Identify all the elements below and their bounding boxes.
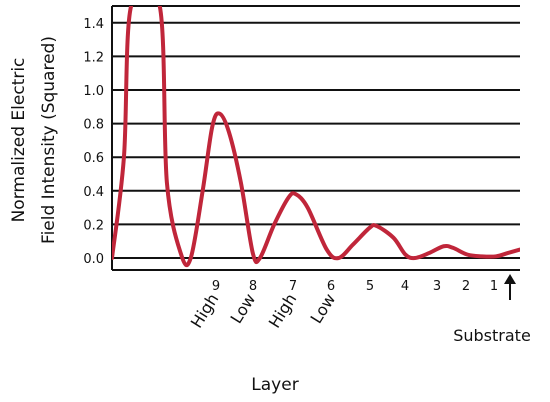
y-tick-label: 0.8 — [83, 118, 104, 133]
y-axis-title-line-2: Field Intensity (Squared) — [39, 36, 59, 244]
y-tick-label: 0.2 — [83, 218, 104, 233]
layer-material-label: Low — [307, 290, 340, 327]
series-line — [112, 6, 520, 268]
layer-number-label: 9 — [212, 279, 220, 294]
layer-material-label: Low — [227, 290, 260, 327]
y-tick-label: 1.0 — [83, 84, 104, 99]
layer-number-label: 1 — [490, 279, 498, 294]
layer-material-labels: High Low High Low — [187, 290, 340, 331]
substrate-label: Substrate — [453, 326, 531, 345]
y-axis-title-line-1: Normalized Electric — [9, 58, 29, 223]
y-tick-labels: 0.0 0.2 0.4 0.6 0.8 1.0 1.2 1.4 — [83, 17, 104, 267]
layer-number-label: 2 — [462, 279, 470, 294]
layer-material-label: High — [187, 290, 223, 331]
y-tick-label: 0.0 — [83, 252, 104, 267]
layer-number-label: 5 — [366, 279, 374, 294]
layer-number-labels: 9 8 7 6 5 4 3 2 1 — [212, 279, 498, 294]
layer-number-label: 6 — [327, 279, 335, 294]
grid-lines — [112, 5, 520, 271]
layer-number-label: 7 — [289, 279, 297, 294]
layer-number-label: 8 — [249, 279, 257, 294]
layer-number-label: 4 — [401, 279, 409, 294]
x-axis-title: Layer — [251, 375, 298, 395]
y-tick-label: 0.4 — [83, 185, 104, 200]
y-tick-label: 1.2 — [83, 50, 104, 65]
substrate-arrow — [504, 274, 516, 300]
layer-number-label: 3 — [433, 279, 441, 294]
layer-material-label: High — [265, 290, 301, 331]
y-tick-label: 1.4 — [83, 17, 104, 32]
y-tick-label: 0.6 — [83, 151, 104, 166]
